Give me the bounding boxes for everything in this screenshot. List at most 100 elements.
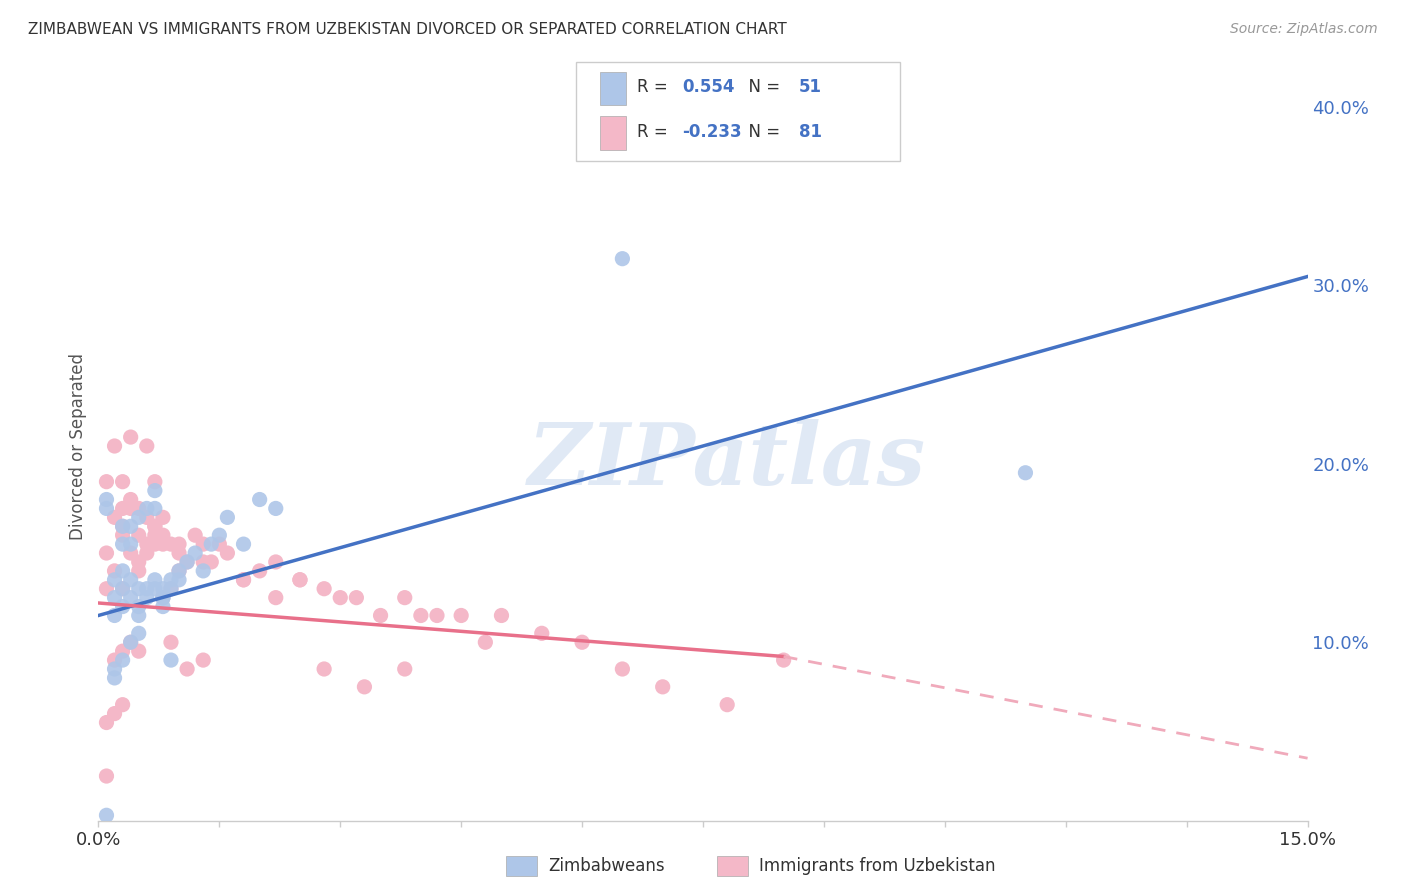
Point [217,546,239,560]
Point [160,537,183,551]
Point [160,582,183,596]
Point [167,564,190,578]
Point [111,519,134,533]
Point [152,537,174,551]
Point [128,626,150,640]
Point [1014,466,1036,480]
Point [264,591,287,605]
Point [120,492,142,507]
Text: ZIMBABWEAN VS IMMIGRANTS FROM UZBEKISTAN DIVORCED OR SEPARATED CORRELATION CHART: ZIMBABWEAN VS IMMIGRANTS FROM UZBEKISTAN… [28,22,787,37]
Text: 51: 51 [799,78,821,96]
Point [394,662,416,676]
Point [111,698,134,712]
Point [264,501,287,516]
Point [232,573,254,587]
Point [128,608,150,623]
Point [128,644,150,658]
Text: N =: N = [738,123,786,141]
Point [344,591,367,605]
Point [193,564,215,578]
Point [111,653,134,667]
Point [128,501,150,516]
Text: Source: ZipAtlas.com: Source: ZipAtlas.com [1230,22,1378,37]
Text: -0.233: -0.233 [682,123,741,141]
Point [176,555,198,569]
Point [193,653,215,667]
Point [176,555,198,569]
Point [314,662,336,676]
Point [167,564,190,578]
Point [135,439,157,453]
Point [167,546,190,560]
Point [128,555,150,569]
Point [135,582,157,596]
Point [232,573,254,587]
Point [530,626,553,640]
Point [143,475,166,489]
Text: N =: N = [738,78,786,96]
Point [111,599,134,614]
Point [120,573,142,587]
Point [96,501,118,516]
Point [167,537,190,551]
Point [111,537,134,551]
Point [103,573,125,587]
Text: R =: R = [637,78,673,96]
Point [152,591,174,605]
Point [103,662,125,676]
Point [200,537,222,551]
Point [152,510,174,524]
Point [111,501,134,516]
Point [176,662,198,676]
Point [249,564,271,578]
Point [120,537,142,551]
Point [103,564,125,578]
Point [111,582,134,596]
Point [612,662,634,676]
Point [651,680,673,694]
Point [152,528,174,542]
Point [772,653,794,667]
Point [208,537,231,551]
Point [152,591,174,605]
Point [111,582,134,596]
Point [143,573,166,587]
Point [103,591,125,605]
Text: Zimbabweans: Zimbabweans [548,857,665,875]
Point [184,546,207,560]
Point [120,501,142,516]
Point [143,582,166,596]
Point [120,430,142,444]
Y-axis label: Divorced or Separated: Divorced or Separated [69,352,87,540]
Point [128,528,150,542]
Point [128,582,150,596]
Point [96,492,118,507]
Point [160,582,183,596]
Point [111,475,134,489]
Point [120,519,142,533]
Point [128,564,150,578]
Point [96,582,118,596]
Text: 0.554: 0.554 [682,78,734,96]
Point [200,555,222,569]
Point [249,492,271,507]
Point [474,635,496,649]
Point [394,591,416,605]
Point [160,653,183,667]
Point [143,528,166,542]
Point [135,510,157,524]
Point [103,608,125,623]
Point [491,608,513,623]
Point [314,582,336,596]
Point [135,591,157,605]
Point [143,537,166,551]
Point [217,510,239,524]
Point [288,573,311,587]
Point [135,501,157,516]
Point [143,483,166,498]
Point [450,608,472,623]
Text: Immigrants from Uzbekistan: Immigrants from Uzbekistan [759,857,995,875]
Text: 81: 81 [799,123,821,141]
Text: ZIPatlas: ZIPatlas [529,419,927,503]
Point [329,591,352,605]
